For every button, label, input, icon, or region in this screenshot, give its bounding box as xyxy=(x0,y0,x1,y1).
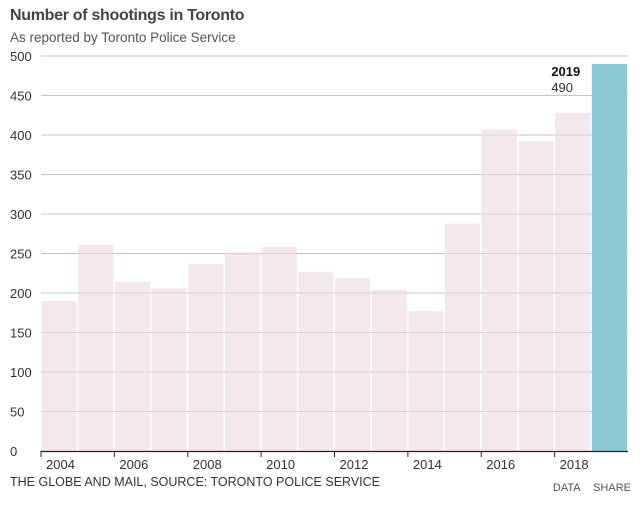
bars xyxy=(41,63,627,452)
bar-2018[interactable] xyxy=(555,112,591,451)
x-axis: 2004 2006 2008 2010 2012 2014 2016 2018 xyxy=(40,450,628,472)
y-tick-label: 300 xyxy=(10,207,32,222)
bar-2015[interactable] xyxy=(445,223,481,451)
x-tick-label: 2010 xyxy=(266,457,295,472)
y-tick-label: 350 xyxy=(10,168,32,183)
bar-2016[interactable] xyxy=(481,129,517,451)
y-tick-label: 450 xyxy=(10,89,32,104)
y-tick-label: 50 xyxy=(10,405,24,420)
bar-2012[interactable] xyxy=(335,277,371,451)
bar-2010[interactable] xyxy=(261,247,297,451)
data-link[interactable]: DATA xyxy=(552,482,581,494)
y-tick-label: 150 xyxy=(10,326,32,341)
y-tick-label: 400 xyxy=(10,128,32,143)
y-tick-label: 100 xyxy=(10,365,32,380)
x-tick-label: 2012 xyxy=(340,457,369,472)
share-link[interactable]: SHARE xyxy=(593,482,631,494)
x-tick-label: 2004 xyxy=(46,457,75,472)
highlight-year-label: 2019 xyxy=(551,64,580,79)
y-tick-label: 500 xyxy=(10,49,32,64)
bar-2006[interactable] xyxy=(114,281,151,451)
chart-title: Number of shootings in Toronto xyxy=(10,7,245,24)
bar-2004[interactable] xyxy=(41,300,77,451)
bar-2017[interactable] xyxy=(518,141,554,451)
y-tick-label: 250 xyxy=(10,247,32,262)
source-credit: THE GLOBE AND MAIL, SOURCE: TORONTO POLI… xyxy=(10,475,381,489)
bar-2005[interactable] xyxy=(78,244,114,451)
y-tick-label: 200 xyxy=(10,286,32,301)
x-tick-label: 2014 xyxy=(413,457,442,472)
x-tick-label: 2018 xyxy=(560,457,589,472)
bar-2019[interactable] xyxy=(591,63,627,452)
footer-links: DATA SHARE xyxy=(543,482,631,494)
bar-2008[interactable] xyxy=(188,263,224,451)
bar-2009[interactable] xyxy=(224,252,261,451)
x-tick-label: 2006 xyxy=(119,457,148,472)
x-tick-label: 2016 xyxy=(486,457,515,472)
y-tick-label: 0 xyxy=(10,444,17,459)
highlight-value-label: 490 xyxy=(551,80,573,95)
bar-2014[interactable] xyxy=(408,311,444,451)
y-axis-ticks: 0 50 100 150 200 250 300 350 400 450 500 xyxy=(10,49,32,459)
bar-2011[interactable] xyxy=(298,271,334,451)
gridline-overlay xyxy=(41,55,592,412)
chart-subtitle: As reported by Toronto Police Service xyxy=(10,30,236,45)
bar-2007[interactable] xyxy=(151,288,187,451)
x-tick-label: 2008 xyxy=(193,457,222,472)
bar-2013[interactable] xyxy=(371,289,407,451)
